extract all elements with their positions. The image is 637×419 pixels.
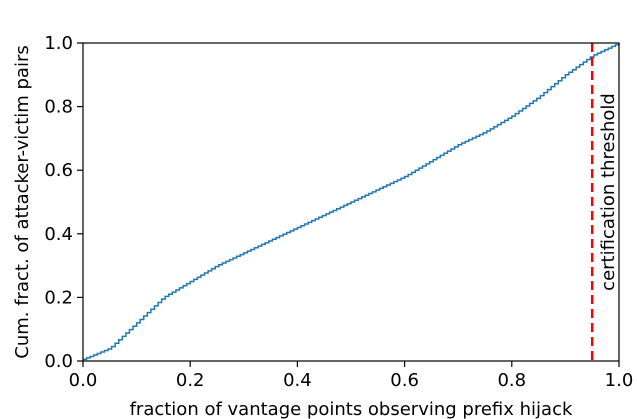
threshold-label: certification threshold [598, 93, 619, 291]
x-tick-label: 0.8 [497, 370, 526, 391]
y-tick-label: 0.6 [44, 160, 73, 181]
y-axis: 0.0 0.2 0.4 0.6 0.8 1.0 [44, 33, 83, 372]
y-axis-label: Cum. fract. of attacker-victim pairs [12, 45, 33, 358]
x-tick-label: 0.6 [390, 370, 419, 391]
y-tick-label: 1.0 [44, 33, 73, 54]
y-tick-label: 0.4 [44, 224, 73, 245]
x-tick-label: 1.0 [605, 370, 634, 391]
plot-frame [82, 42, 620, 362]
x-axis: 0.0 0.2 0.4 0.6 0.8 1.0 [69, 361, 634, 391]
x-tick-label: 0.4 [283, 370, 312, 391]
series-line-0 [83, 43, 620, 361]
y-tick-label: 0.8 [44, 97, 73, 118]
x-tick-label: 0.2 [176, 370, 205, 391]
x-axis-label: fraction of vantage points observing pre… [130, 399, 573, 419]
x-tick-label: 0.0 [69, 370, 98, 391]
y-tick-label: 0.0 [44, 351, 73, 372]
plot-area [82, 42, 620, 362]
y-tick-label: 0.2 [44, 287, 73, 308]
